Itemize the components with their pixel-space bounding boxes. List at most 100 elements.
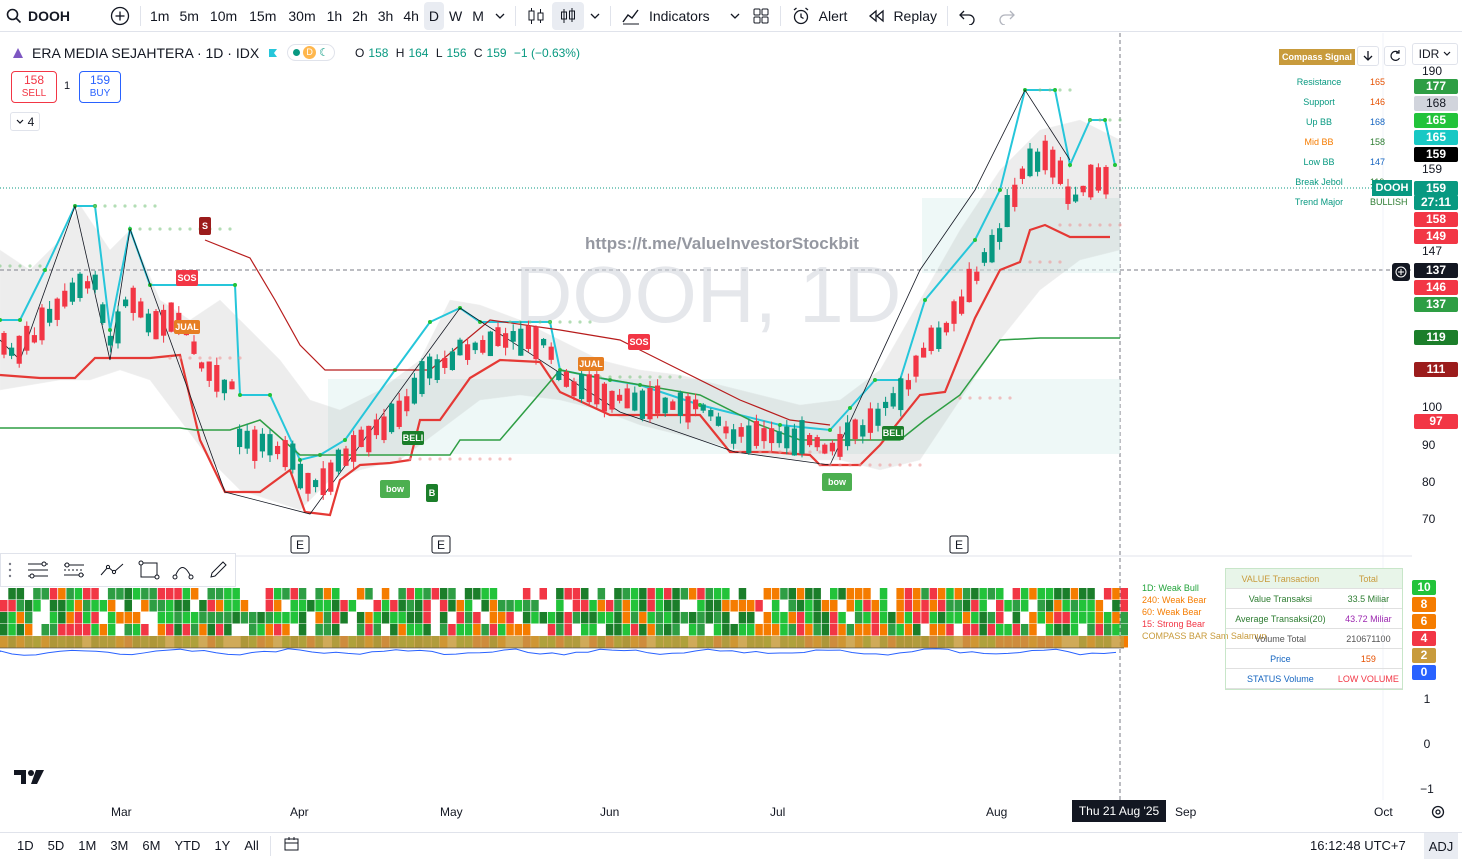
level-dot: [18, 264, 22, 268]
redo-button[interactable]: [992, 0, 1022, 32]
settings-button[interactable]: [1430, 804, 1446, 825]
flag-icon[interactable]: [267, 47, 279, 59]
indicators-dropdown[interactable]: [724, 0, 746, 32]
adjust-button[interactable]: ADJ: [1424, 833, 1458, 859]
compass-cell: [157, 612, 166, 624]
interval-10m[interactable]: 10m: [209, 7, 238, 24]
currency-selector[interactable]: IDR: [1412, 43, 1458, 65]
interval-2h[interactable]: 2h: [352, 7, 368, 24]
range-1D[interactable]: 1D: [17, 838, 34, 853]
layouts-button[interactable]: [746, 0, 776, 32]
chart-type-dropdown[interactable]: [584, 0, 606, 32]
sell-button[interactable]: 158 SELL: [11, 71, 57, 103]
market-status[interactable]: D ☾: [287, 44, 336, 61]
range-1M[interactable]: 1M: [78, 838, 97, 853]
range-YTD[interactable]: YTD: [174, 838, 201, 853]
jual-signal[interactable]: JUAL: [578, 357, 604, 371]
beli-signal[interactable]: BELI: [402, 431, 424, 445]
pencil-icon[interactable]: [207, 560, 229, 580]
scroll-down-button[interactable]: [1357, 46, 1379, 66]
earnings-marker[interactable]: E: [431, 535, 451, 554]
compass-cell: [1095, 600, 1104, 612]
drag-handle-icon[interactable]: [7, 560, 13, 580]
goto-date-button[interactable]: [275, 835, 309, 856]
interval-dropdown[interactable]: [489, 0, 511, 32]
buy-marker[interactable]: B: [426, 484, 438, 502]
candle-body: [457, 339, 463, 356]
interval-3h[interactable]: 3h: [377, 7, 394, 24]
interval-D[interactable]: D: [423, 1, 445, 30]
alert-button[interactable]: Alert: [785, 0, 854, 32]
range-5D[interactable]: 5D: [47, 838, 65, 853]
pivot-dot: [923, 298, 927, 302]
interval-15m[interactable]: 15m: [249, 7, 277, 24]
earnings-box: [949, 535, 969, 554]
compass-cell: [979, 624, 987, 636]
indicators-collapse-button[interactable]: 4: [10, 112, 40, 131]
compass-cell: [730, 600, 738, 612]
sos-signal[interactable]: SOS: [176, 270, 198, 286]
level-dot: [878, 463, 882, 467]
compass-cell: [996, 588, 1004, 600]
bow-signal[interactable]: bow: [822, 473, 852, 491]
refresh-button[interactable]: [1384, 46, 1406, 66]
compass-cell: [854, 588, 863, 600]
range-3M[interactable]: 3M: [110, 838, 129, 853]
buy-button[interactable]: 159 BUY: [79, 71, 121, 103]
undo-button[interactable]: [952, 0, 982, 32]
level-dot: [38, 264, 42, 268]
compass-cell: [323, 600, 332, 612]
range-6M[interactable]: 6M: [142, 838, 161, 853]
interval-4h[interactable]: 4h: [403, 7, 419, 24]
rectangle-icon[interactable]: [138, 560, 160, 580]
compass-cell: [373, 600, 381, 612]
bow-signal[interactable]: bow: [380, 480, 410, 498]
add-alert-button[interactable]: [1392, 263, 1410, 281]
bars-style-button[interactable]: [551, 1, 584, 30]
compass-cell: [796, 612, 805, 624]
compass-cell: [16, 600, 25, 612]
chevron-down-icon: [590, 13, 600, 19]
symbol-title[interactable]: ERA MEDIA SEJAHTERA · 1D · IDX: [32, 44, 260, 61]
range-1Y[interactable]: 1Y: [214, 838, 231, 853]
clock[interactable]: 16:12:48 UTC+7: [1310, 838, 1406, 853]
range-All[interactable]: All: [244, 838, 259, 853]
replay-button[interactable]: Replay: [861, 0, 943, 32]
candle-body: [875, 408, 881, 426]
interval-5m[interactable]: 5m: [179, 7, 199, 24]
price-chart[interactable]: DOOH, 1D https://t.me/ValueInvestorStock…: [0, 33, 1412, 833]
compass-cell: [697, 600, 705, 612]
pivot-dot: [43, 268, 47, 272]
parallel-channel-icon[interactable]: [62, 560, 86, 580]
earnings-marker[interactable]: E: [290, 535, 310, 554]
interval-1h[interactable]: 1h: [326, 7, 343, 24]
fib-retracement-icon[interactable]: [26, 560, 50, 580]
path-icon[interactable]: [99, 560, 125, 580]
interval-M[interactable]: M: [472, 7, 484, 24]
compass-cell: [755, 612, 763, 624]
earnings-marker[interactable]: E: [949, 535, 969, 554]
compass-cell: [1095, 588, 1104, 600]
compass-cell: [207, 624, 215, 636]
candle-body: [974, 271, 980, 281]
time-axis[interactable]: Mar Apr May Jun Jul Aug Sep Oct: [0, 800, 1412, 824]
interval-30m[interactable]: 30m: [288, 7, 316, 24]
compass-cell: [946, 624, 954, 636]
beli-signal[interactable]: BELI: [882, 426, 904, 440]
compass-cell: [323, 612, 332, 624]
sell-marker[interactable]: S: [199, 217, 211, 235]
price-axis[interactable]: IDR 190 177 168 165 165 159 159 159 27:11 158 149 1…: [1412, 33, 1462, 796]
bar-style-button[interactable]: [520, 0, 552, 32]
arc-icon[interactable]: [172, 560, 194, 580]
tradingview-logo[interactable]: [14, 768, 46, 791]
interval-1m[interactable]: 1m: [150, 7, 170, 24]
compass-cell: [0, 600, 8, 612]
jual-signal[interactable]: JUAL: [174, 320, 200, 334]
indicators-button[interactable]: Indicators: [615, 0, 716, 32]
symbol-search[interactable]: DOOH: [0, 0, 76, 32]
interval-W[interactable]: W: [449, 7, 463, 24]
compass-cell: [373, 612, 381, 624]
compare-button[interactable]: [104, 0, 136, 32]
sell-marker-bg: [199, 217, 211, 235]
sos-signal[interactable]: SOS: [628, 334, 650, 350]
